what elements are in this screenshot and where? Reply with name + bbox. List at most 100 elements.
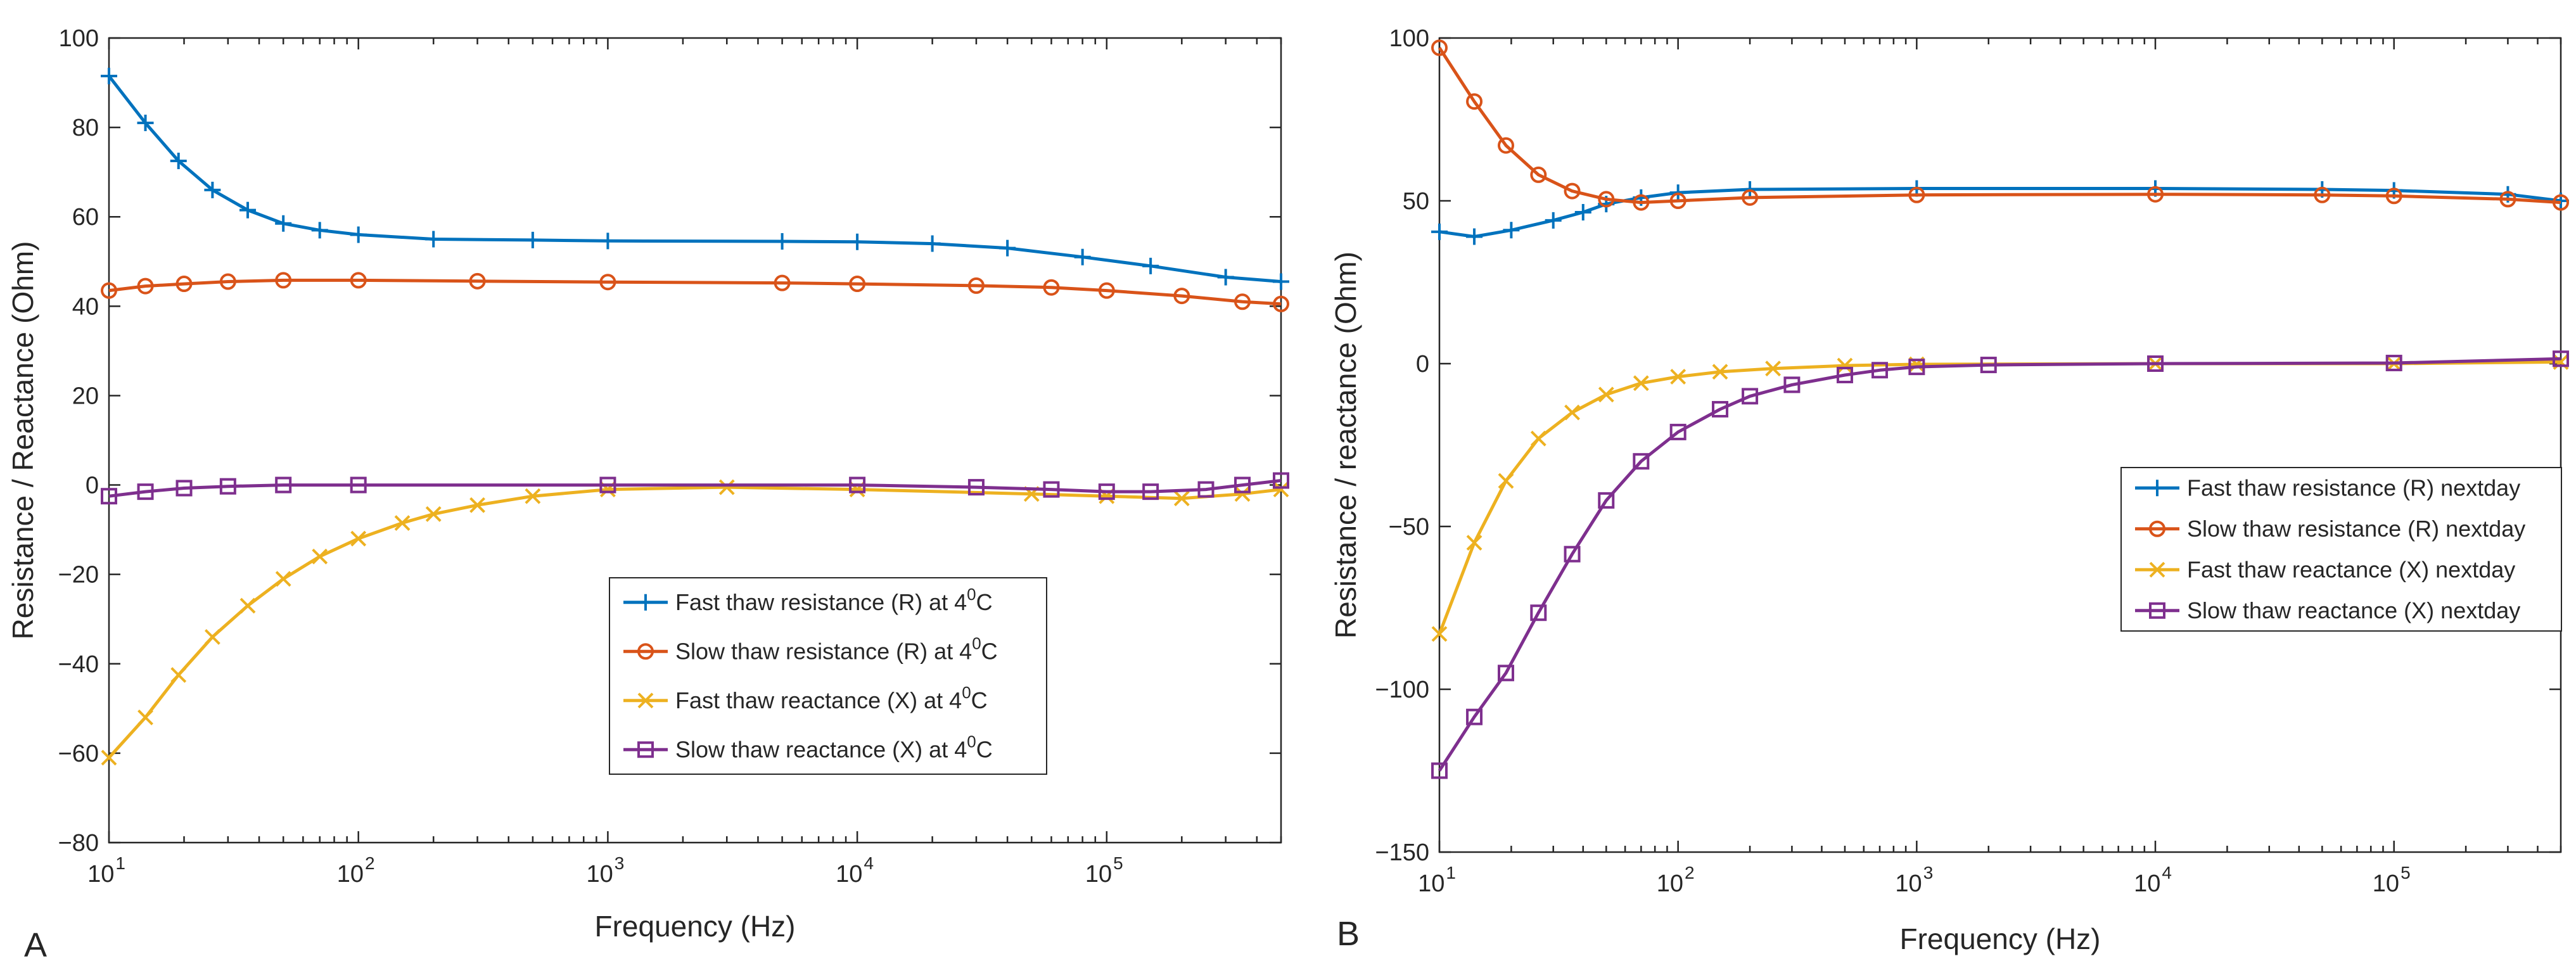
chart-a-data-point xyxy=(849,276,866,293)
chart-b-legend-marker xyxy=(2149,602,2165,619)
chart-a-data-point xyxy=(525,488,541,504)
chart-b-legend-marker xyxy=(2149,520,2165,537)
chart-a-data-point xyxy=(101,282,117,299)
chart-b-data-point xyxy=(1908,186,1925,203)
chart-a-legend-label-main: Slow thaw reactance (X) at 4 xyxy=(675,736,967,762)
chart-b-data-point xyxy=(2147,355,2164,372)
chart-a-data-point xyxy=(1234,476,1251,494)
chart-a-ytick-label: −60 xyxy=(58,741,99,767)
chart-a-series-0 xyxy=(101,67,1289,290)
chart-b-data-point xyxy=(1503,222,1520,239)
chart-a-data-point xyxy=(1217,269,1234,286)
chart-a-data-point xyxy=(1098,483,1115,500)
chart-b-xtick-exponent: 4 xyxy=(2162,863,2172,883)
chart-a-data-point xyxy=(774,233,791,250)
chart-a-ytick-label: −80 xyxy=(58,830,99,857)
chart-a-ytick-label: −20 xyxy=(58,562,99,589)
chart-a-legend-label-tail: C xyxy=(976,589,993,615)
chart-a-data-point xyxy=(849,476,866,494)
chart-b-xtick-exponent: 5 xyxy=(2401,863,2411,883)
chart-a-data-point xyxy=(175,276,193,293)
chart-a-legend-marker xyxy=(637,741,654,758)
chart-a-ytick-label: 20 xyxy=(72,383,99,409)
chart-b-legend-marker xyxy=(2149,561,2165,578)
chart-a-data-point xyxy=(170,153,187,170)
chart-b-data-point xyxy=(1871,362,1889,379)
chart-a-legend-label-tail: C xyxy=(981,638,998,664)
chart-b-series-line-3 xyxy=(1438,357,2561,772)
chart-a-data-point xyxy=(101,749,117,766)
chart-b-legend-label-main: Slow thaw reactance (X) nextday xyxy=(2187,597,2520,623)
chart-b-data-point xyxy=(2499,191,2516,208)
chart-a-data-point xyxy=(101,488,117,505)
chart-a-ytick-label: 0 xyxy=(86,473,99,499)
chart-a-data-point xyxy=(967,479,985,496)
chart-a-data-point xyxy=(219,273,236,290)
chart-b-legend: Fast thaw resistance (R) nextday Slow tha… xyxy=(2120,467,2562,632)
chart-a-legend-label: Fast thaw reactance (X) at 40C xyxy=(675,683,988,713)
chart-b-data-point xyxy=(1431,762,1448,779)
chart-a-xtick-exponent: 1 xyxy=(115,853,125,873)
chart-a-data-point xyxy=(350,272,367,289)
chart-a-ytick-label: 80 xyxy=(72,115,99,141)
chart-b-legend-label-main: Fast thaw resistance (R) nextday xyxy=(2187,475,2520,500)
chart-b-data-point xyxy=(1712,400,1729,417)
chart-a-data-point xyxy=(849,233,866,250)
chart-a-legend-label-main: Slow thaw resistance (R) at 4 xyxy=(675,638,972,664)
chart-b-data-point xyxy=(1564,182,1581,200)
chart-a-legend-box xyxy=(609,577,1047,775)
chart-a-data-point xyxy=(425,506,442,522)
chart-b-data-point xyxy=(1545,212,1562,229)
chart-b-data-point xyxy=(1669,193,1687,209)
chart-b-data-point xyxy=(2553,194,2569,211)
chart-b-data-point xyxy=(1564,404,1580,421)
chart-a-data-point xyxy=(1273,273,1289,290)
chart-a-data-point xyxy=(275,215,292,232)
chart-a-data-point xyxy=(718,479,735,495)
chart-b-legend-box xyxy=(2120,467,2562,632)
chart-a-xtick-exponent: 5 xyxy=(1113,853,1123,873)
chart-b-data-point xyxy=(1783,376,1801,393)
chart-a-data-point xyxy=(170,667,187,683)
chart-a-data-point xyxy=(1273,481,1289,498)
chart-a-data-point xyxy=(1074,248,1091,265)
chart-b-data-point xyxy=(1598,191,1615,208)
chart-a-data-point xyxy=(1098,282,1115,299)
chart-a-legend-label-tail: C xyxy=(976,736,993,762)
chart-b-legend-marker xyxy=(2149,480,2165,497)
chart-b-data-point xyxy=(1670,369,1687,385)
chart-a-ytick-label: 100 xyxy=(59,25,99,52)
chart-b-data-point xyxy=(1498,473,1514,489)
chart-a-ytick-label: 40 xyxy=(72,293,99,320)
chart-a-data-point xyxy=(137,277,154,295)
chart-a-series-2 xyxy=(101,479,1289,766)
chart-a-xlabel: Frequency (Hz) xyxy=(595,910,796,943)
chart-b-data-point xyxy=(2147,186,2164,203)
chart-b-ytick-label: 0 xyxy=(1416,351,1429,378)
chart-b-xlabel: Frequency (Hz) xyxy=(1900,922,2101,955)
chart-a-data-point xyxy=(219,478,236,495)
chart-b-axes-box xyxy=(1438,37,2562,853)
chart-b-data-point xyxy=(1836,366,1853,383)
chart-b-data-point xyxy=(1633,194,1650,211)
chart-b-ytick-label: −50 xyxy=(1389,514,1429,540)
chart-a-data-point xyxy=(1142,257,1159,274)
chart-a-series-3 xyxy=(101,472,1289,505)
chart-a-legend-label-main: Fast thaw reactance (X) at 4 xyxy=(675,687,962,713)
chart-b-data-point xyxy=(1669,423,1687,440)
chart-b-series-line-1 xyxy=(1438,47,2561,205)
chart-b-data-point xyxy=(1980,357,1997,374)
chart-b-data-point xyxy=(1431,39,1448,56)
chart-b-legend-label-main: Slow thaw resistance (R) nextday xyxy=(2187,516,2525,542)
chart-a-data-point xyxy=(469,272,486,290)
chart-a-legend: Fast thaw resistance (R) at 40C Slow thaw… xyxy=(609,577,1047,775)
chart-a-legend-label-tail: C xyxy=(971,687,988,713)
chart-a-data-point xyxy=(524,231,541,248)
chart-b-data-point xyxy=(1498,665,1515,682)
chart-a-legend-label: Fast thaw resistance (R) at 40C xyxy=(675,585,993,615)
chart-b-xtick-exponent: 2 xyxy=(1685,863,1695,883)
chart-a-data-point xyxy=(239,201,257,219)
chart-b-data-point xyxy=(1633,453,1650,470)
